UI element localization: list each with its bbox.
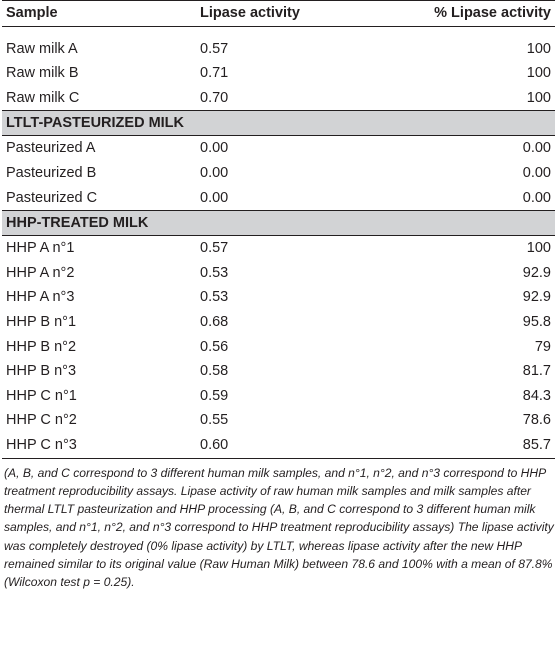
cell-lipase-activity: 0.56 — [200, 338, 229, 355]
table-row: HHP A n°1 0.57 100 — [2, 236, 555, 261]
cell-sample: Raw milk C — [6, 89, 80, 106]
table-row: HHP A n°3 0.53 92.9 — [2, 285, 555, 310]
table-row: HHP B n°3 0.58 81.7 — [2, 359, 555, 384]
cell-sample: HHP A n°1 — [6, 240, 75, 257]
table-row: Pasteurized A 0.00 0.00 — [2, 136, 555, 161]
header-row: Sample Lipase activity % Lipase activity — [2, 0, 555, 27]
cell-percent-lipase-activity: 84.3 — [522, 387, 551, 404]
cell-sample: HHP B n°3 — [6, 363, 77, 380]
cell-percent-lipase-activity: 92.9 — [522, 264, 551, 281]
cell-lipase-activity: 0.68 — [200, 313, 229, 330]
table-row: HHP B n°2 0.56 79 — [2, 335, 555, 360]
cell-lipase-activity: 0.00 — [200, 189, 229, 206]
cell-lipase-activity: 0.59 — [200, 387, 229, 404]
lipase-activity-table: Sample Lipase activity % Lipase activity… — [2, 0, 555, 459]
cell-lipase-activity: 0.70 — [200, 89, 229, 106]
cell-percent-lipase-activity: 79 — [534, 338, 551, 355]
cell-sample: HHP C n°2 — [6, 412, 77, 429]
spacer-cell — [2, 26, 555, 37]
cell-sample: Raw milk A — [6, 40, 78, 57]
cell-percent-lipase-activity: 92.9 — [522, 289, 551, 306]
cell-lipase-activity: 0.57 — [200, 240, 229, 257]
cell-percent-lipase-activity: 0.00 — [522, 140, 551, 157]
cell-lipase-activity: 0.00 — [200, 164, 229, 181]
table-footnote: (A, B, and C correspond to 3 different h… — [4, 465, 554, 590]
cell-percent-lipase-activity: 85.7 — [336, 432, 555, 459]
cell-sample: HHP A n°3 — [6, 289, 75, 306]
cell-sample: Pasteurized B — [6, 164, 97, 181]
cell-lipase-activity: 0.53 — [200, 264, 229, 281]
header-sample: Sample — [6, 5, 58, 21]
cell-lipase-activity: 0.58 — [200, 363, 229, 380]
table-row: HHP A n°2 0.53 92.9 — [2, 261, 555, 286]
header-percent-lipase-activity: % Lipase activity — [434, 5, 551, 21]
cell-lipase-activity: 0.60 — [196, 432, 336, 459]
cell-sample: HHP C n°3 — [2, 432, 196, 459]
cell-lipase-activity: 0.00 — [200, 140, 229, 157]
section-title: LTLT-PASTEURIZED MILK — [2, 110, 555, 137]
section-row: HHP-TREATED MILK — [2, 210, 555, 237]
cell-lipase-activity: 0.53 — [200, 289, 229, 306]
cell-percent-lipase-activity: 100 — [526, 40, 551, 57]
cell-lipase-activity: 0.57 — [200, 40, 229, 57]
cell-lipase-activity: 0.55 — [200, 412, 229, 429]
section-row: LTLT-PASTEURIZED MILK — [2, 110, 555, 137]
section-title: HHP-TREATED MILK — [2, 210, 555, 237]
cell-sample: HHP B n°2 — [6, 338, 77, 355]
header-lipase-activity: Lipase activity — [200, 5, 300, 21]
cell-percent-lipase-activity: 78.6 — [522, 412, 551, 429]
cell-percent-lipase-activity: 95.8 — [522, 313, 551, 330]
table-row: Pasteurized C 0.00 0.00 — [2, 186, 555, 211]
table-row: HHP C n°1 0.59 84.3 — [2, 384, 555, 409]
cell-percent-lipase-activity: 0.00 — [522, 164, 551, 181]
cell-sample: Raw milk B — [6, 65, 79, 82]
table-row: Raw milk A 0.57 100 — [2, 37, 555, 62]
table-row: HHP C n°2 0.55 78.6 — [2, 408, 555, 433]
cell-sample: Pasteurized A — [6, 140, 96, 157]
cell-sample: HHP A n°2 — [6, 264, 75, 281]
spacer-row — [2, 26, 555, 37]
cell-percent-lipase-activity: 100 — [526, 89, 551, 106]
table-row: HHP B n°1 0.68 95.8 — [2, 310, 555, 335]
table-header: Sample Lipase activity % Lipase activity — [2, 0, 555, 27]
cell-sample: HHP B n°1 — [6, 313, 77, 330]
table-row: Raw milk B 0.71 100 — [2, 61, 555, 86]
cell-percent-lipase-activity: 100 — [526, 240, 551, 257]
table-row: Pasteurized B 0.00 0.00 — [2, 161, 555, 186]
cell-percent-lipase-activity: 0.00 — [522, 189, 551, 206]
cell-percent-lipase-activity: 81.7 — [522, 363, 551, 380]
cell-sample: HHP C n°1 — [6, 387, 77, 404]
table-body: Raw milk A 0.57 100 Raw milk B 0.71 100 Raw mi… — [2, 26, 555, 459]
cell-lipase-activity: 0.71 — [200, 65, 229, 82]
table-row: HHP C n°3 0.60 85.7 — [2, 432, 555, 459]
cell-percent-lipase-activity: 100 — [526, 65, 551, 82]
cell-sample: Pasteurized C — [6, 189, 98, 206]
table-row: Raw milk C 0.70 100 — [2, 86, 555, 111]
